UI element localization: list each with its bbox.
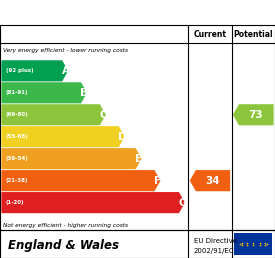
Text: A: A [62, 66, 70, 76]
Text: F: F [154, 176, 161, 186]
FancyBboxPatch shape [234, 233, 272, 255]
Text: Current: Current [194, 30, 227, 39]
Text: (39-54): (39-54) [6, 156, 28, 161]
Text: 73: 73 [249, 110, 263, 120]
Text: (21-38): (21-38) [6, 178, 28, 183]
Text: Energy Efficiency Rating: Energy Efficiency Rating [6, 6, 189, 19]
Text: 2002/91/EC: 2002/91/EC [194, 248, 235, 254]
Text: D: D [118, 132, 126, 142]
Text: (92 plus): (92 plus) [6, 68, 33, 73]
Text: B: B [80, 88, 88, 98]
Polygon shape [1, 148, 142, 169]
Polygon shape [1, 82, 87, 103]
Text: (81-91): (81-91) [6, 90, 28, 95]
Text: (1-20): (1-20) [6, 200, 24, 205]
Text: Potential: Potential [233, 30, 273, 39]
Text: E: E [135, 154, 142, 164]
Text: (55-68): (55-68) [6, 134, 28, 139]
Polygon shape [233, 104, 274, 125]
Text: 34: 34 [205, 176, 220, 186]
Polygon shape [190, 170, 230, 191]
Text: (69-80): (69-80) [6, 112, 28, 117]
Text: C: C [99, 110, 107, 120]
Polygon shape [1, 126, 125, 147]
Text: England & Wales: England & Wales [8, 239, 119, 252]
Polygon shape [1, 192, 185, 213]
Text: G: G [178, 198, 186, 208]
Polygon shape [1, 104, 106, 125]
Polygon shape [1, 170, 161, 191]
Text: Very energy efficient - lower running costs: Very energy efficient - lower running co… [3, 47, 128, 53]
Polygon shape [1, 60, 68, 82]
Text: EU Directive: EU Directive [194, 238, 237, 244]
Text: Not energy efficient - higher running costs: Not energy efficient - higher running co… [3, 223, 128, 228]
